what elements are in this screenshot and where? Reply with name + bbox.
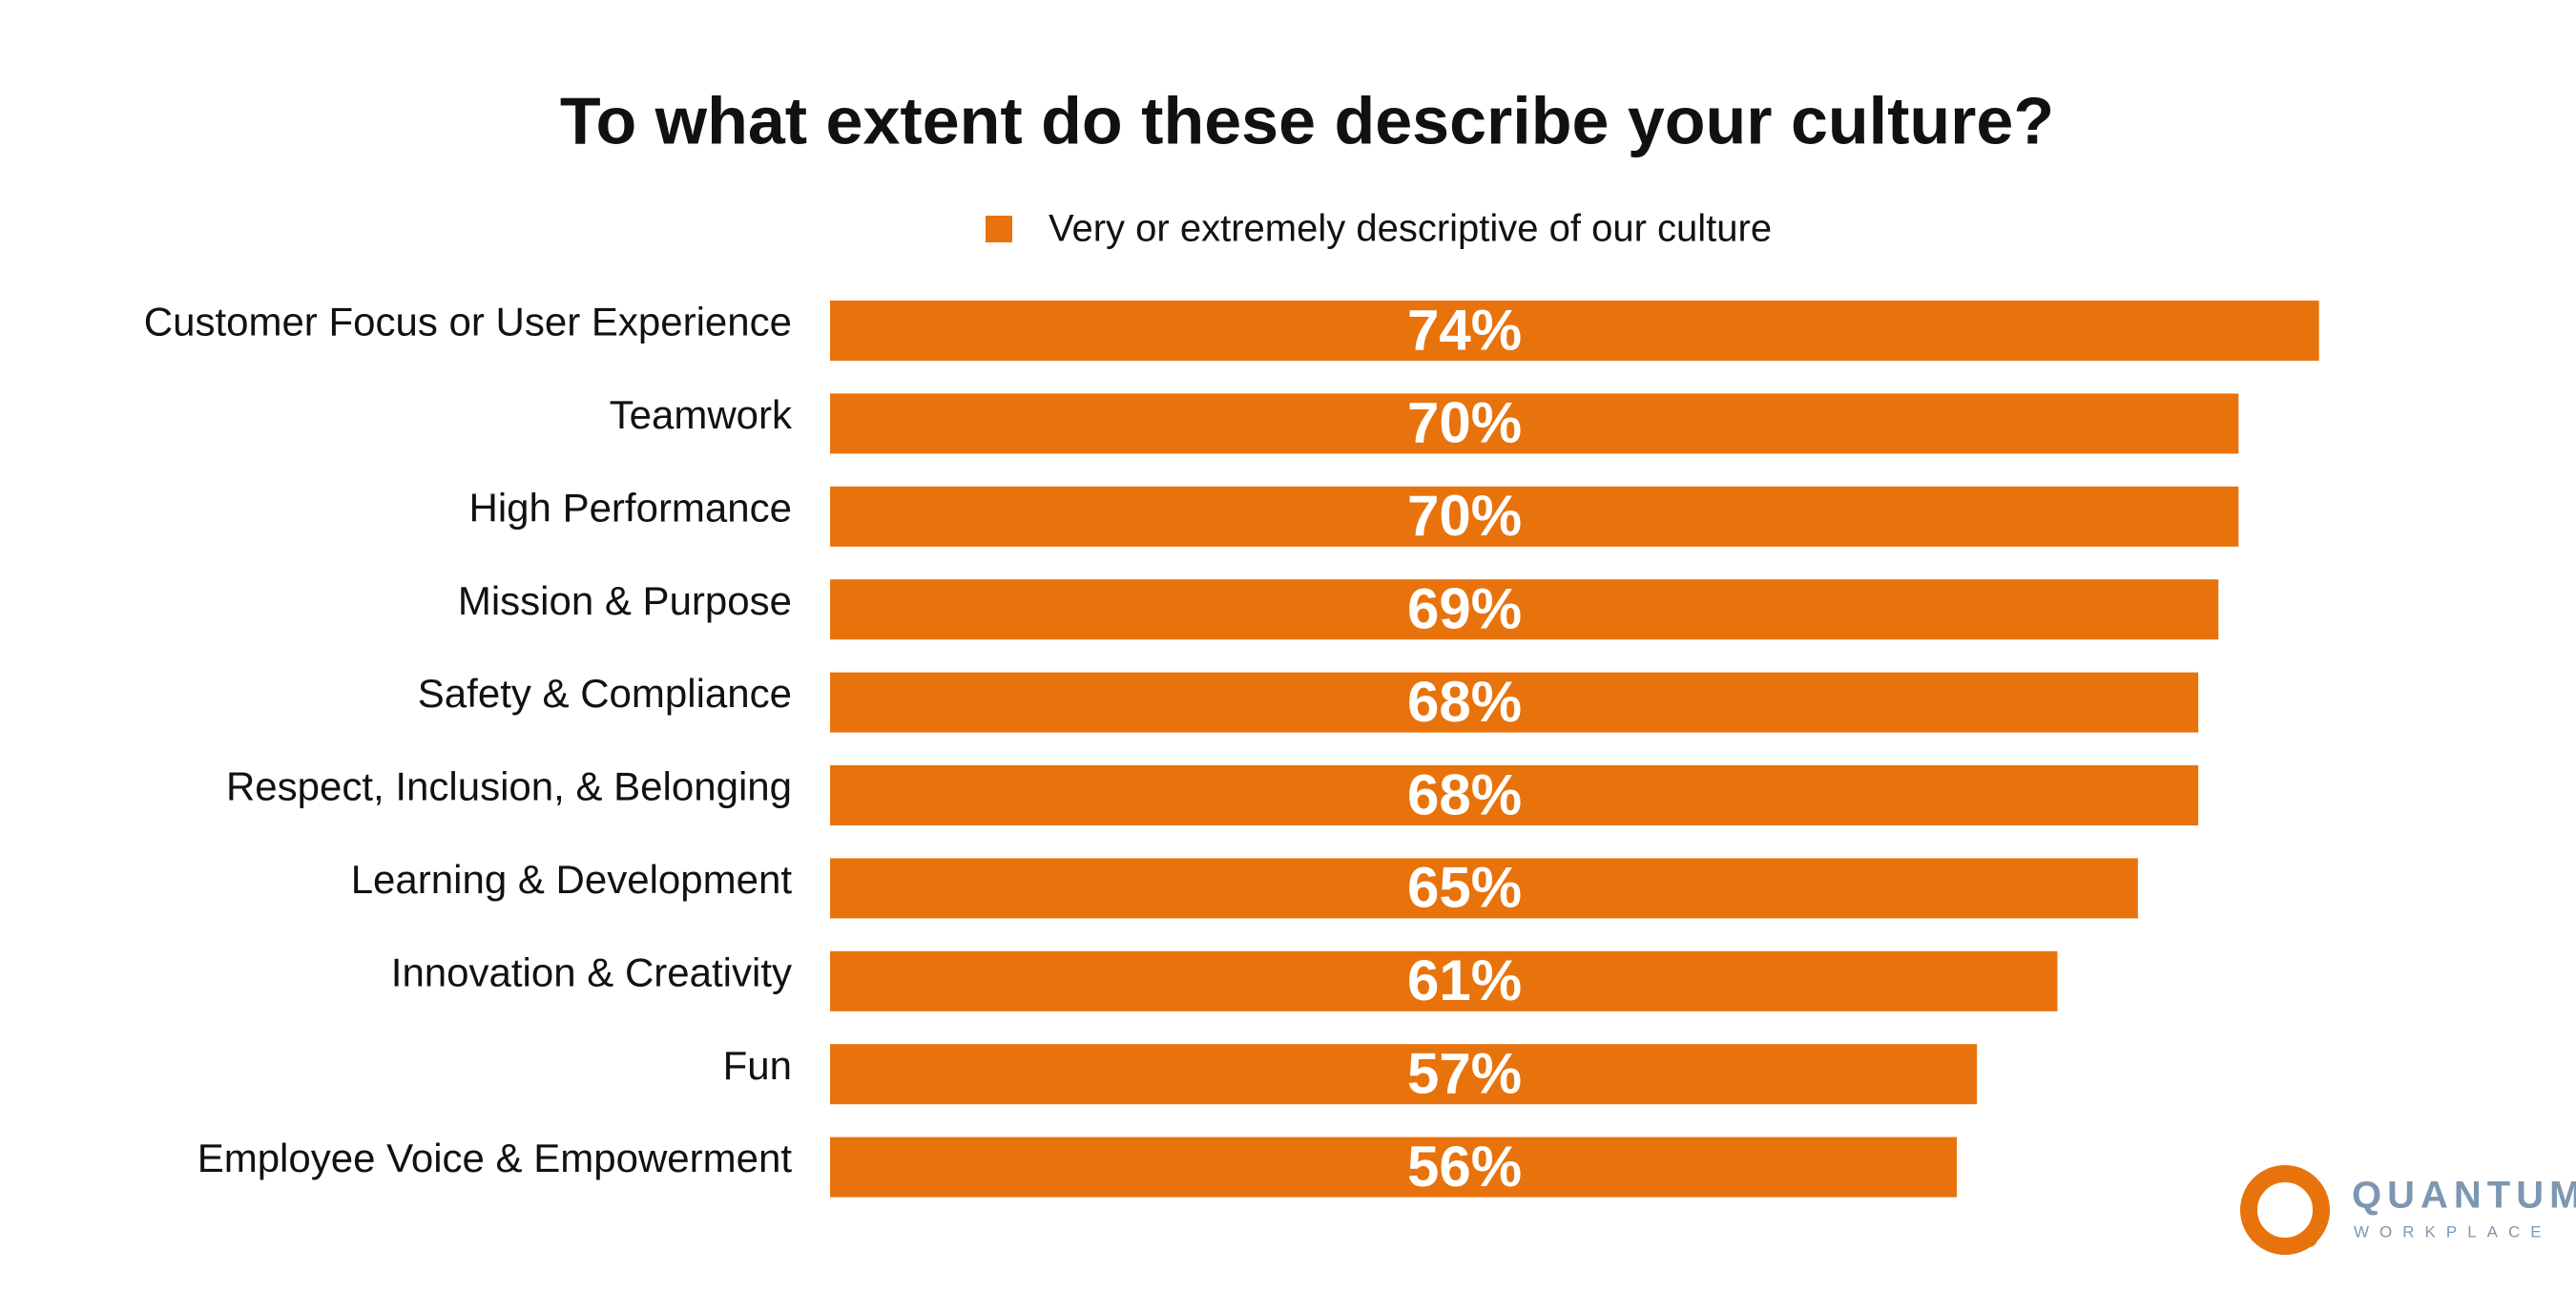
bar [830,393,2239,454]
legend-swatch [986,216,1012,242]
category-label: Teamwork [610,392,793,437]
category-label: Mission & Purpose [458,578,792,623]
bar [830,858,2138,919]
category-label: Learning & Development [351,857,793,902]
category-label: Innovation & Creativity [391,949,792,994]
bar [830,950,2058,1011]
bar [830,1044,1978,1105]
logo-subtitle: WORKPLACE [2354,1222,2552,1241]
value-label: 74% [1407,298,1522,362]
value-label: 61% [1407,949,1522,1012]
value-label: 57% [1407,1042,1522,1106]
value-label: 68% [1407,762,1522,826]
bar [830,579,2219,640]
value-label: 70% [1407,391,1522,455]
bar [830,672,2199,733]
category-label: Respect, Inclusion, & Belonging [226,764,792,809]
value-label: 56% [1407,1135,1522,1199]
legend-label: Very or extremely descriptive of our cul… [1049,208,1772,250]
category-label: Employee Voice & Empowerment [197,1136,793,1180]
value-label: 68% [1407,670,1522,734]
value-label: 69% [1407,577,1522,641]
bar [830,301,2319,361]
bar [830,486,2239,547]
logo: QUANTUM WORKPLACE [2240,1165,2576,1255]
category-label: Fun [723,1043,792,1088]
logo-icon [2240,1165,2330,1255]
logo-name: QUANTUM [2352,1175,2576,1217]
value-label: 70% [1407,484,1522,548]
category-label: Customer Focus or User Experience [144,300,792,344]
bar [830,1137,1958,1198]
bar [830,765,2199,825]
value-label: 65% [1407,856,1522,920]
chart-title: To what extent do these describe your cu… [560,83,2054,157]
category-label: Safety & Compliance [418,671,792,716]
category-label: High Performance [469,485,792,530]
logo-icon-dot [2300,1230,2317,1247]
